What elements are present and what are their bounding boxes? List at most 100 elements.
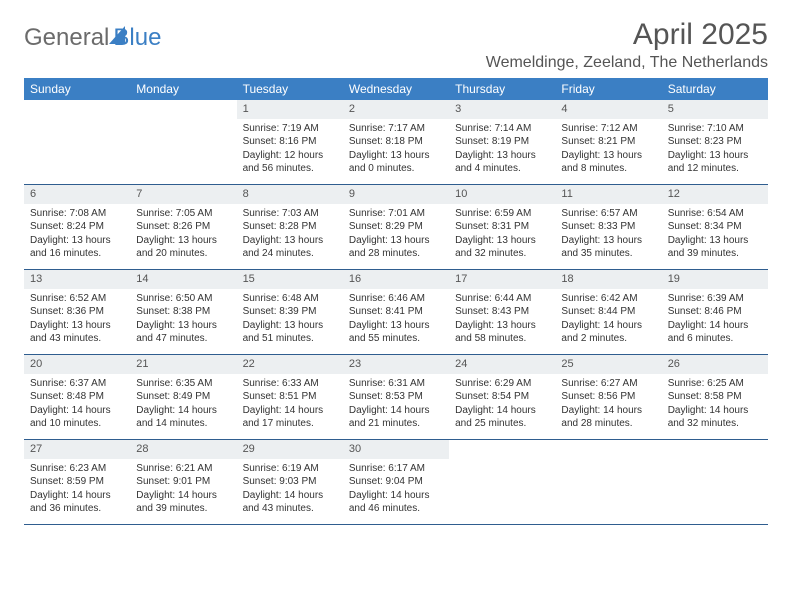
- day-number: 1: [237, 100, 343, 119]
- day-number: 20: [24, 355, 130, 374]
- daylight2-text: and 43 minutes.: [243, 502, 337, 516]
- daylight1-text: Daylight: 14 hours: [136, 489, 230, 503]
- sunset-text: Sunset: 8:41 PM: [349, 305, 443, 319]
- day-body: Sunrise: 6:33 AMSunset: 8:51 PMDaylight:…: [237, 374, 343, 437]
- daylight2-text: and 58 minutes.: [455, 332, 549, 346]
- dow-row: Sunday Monday Tuesday Wednesday Thursday…: [24, 78, 768, 100]
- sunrise-text: Sunrise: 7:08 AM: [30, 207, 124, 221]
- week-row: 6Sunrise: 7:08 AMSunset: 8:24 PMDaylight…: [24, 185, 768, 270]
- daylight1-text: Daylight: 13 hours: [455, 149, 549, 163]
- sunset-text: Sunset: 8:31 PM: [455, 220, 549, 234]
- daylight1-text: Daylight: 13 hours: [349, 234, 443, 248]
- day-body: Sunrise: 6:50 AMSunset: 8:38 PMDaylight:…: [130, 289, 236, 352]
- daylight2-text: and 24 minutes.: [243, 247, 337, 261]
- day-body: Sunrise: 6:48 AMSunset: 8:39 PMDaylight:…: [237, 289, 343, 352]
- day-number: 6: [24, 185, 130, 204]
- day-number: 8: [237, 185, 343, 204]
- daylight1-text: Daylight: 13 hours: [668, 149, 762, 163]
- day-number: 10: [449, 185, 555, 204]
- daylight1-text: Daylight: 13 hours: [243, 319, 337, 333]
- sunrise-text: Sunrise: 6:23 AM: [30, 462, 124, 476]
- sunrise-text: Sunrise: 6:46 AM: [349, 292, 443, 306]
- day-cell: 2Sunrise: 7:17 AMSunset: 8:18 PMDaylight…: [343, 100, 449, 184]
- daylight1-text: Daylight: 13 hours: [455, 319, 549, 333]
- day-body: Sunrise: 7:08 AMSunset: 8:24 PMDaylight:…: [24, 204, 130, 267]
- sunrise-text: Sunrise: 6:42 AM: [561, 292, 655, 306]
- day-number: [555, 440, 661, 444]
- day-cell: 14Sunrise: 6:50 AMSunset: 8:38 PMDayligh…: [130, 270, 236, 354]
- daylight2-text: and 20 minutes.: [136, 247, 230, 261]
- day-cell: 15Sunrise: 6:48 AMSunset: 8:39 PMDayligh…: [237, 270, 343, 354]
- daylight1-text: Daylight: 13 hours: [349, 319, 443, 333]
- day-number: 15: [237, 270, 343, 289]
- sunset-text: Sunset: 8:19 PM: [455, 135, 549, 149]
- daylight1-text: Daylight: 13 hours: [561, 234, 655, 248]
- weeks-container: 1Sunrise: 7:19 AMSunset: 8:16 PMDaylight…: [24, 100, 768, 525]
- day-body: Sunrise: 6:59 AMSunset: 8:31 PMDaylight:…: [449, 204, 555, 267]
- sunrise-text: Sunrise: 7:01 AM: [349, 207, 443, 221]
- sunset-text: Sunset: 8:58 PM: [668, 390, 762, 404]
- dow-wednesday: Wednesday: [343, 78, 449, 100]
- sunrise-text: Sunrise: 6:27 AM: [561, 377, 655, 391]
- daylight2-text: and 25 minutes.: [455, 417, 549, 431]
- day-cell: 10Sunrise: 6:59 AMSunset: 8:31 PMDayligh…: [449, 185, 555, 269]
- sunrise-text: Sunrise: 6:48 AM: [243, 292, 337, 306]
- sunset-text: Sunset: 9:01 PM: [136, 475, 230, 489]
- dow-thursday: Thursday: [449, 78, 555, 100]
- day-cell: 6Sunrise: 7:08 AMSunset: 8:24 PMDaylight…: [24, 185, 130, 269]
- day-cell: 22Sunrise: 6:33 AMSunset: 8:51 PMDayligh…: [237, 355, 343, 439]
- day-cell: 18Sunrise: 6:42 AMSunset: 8:44 PMDayligh…: [555, 270, 661, 354]
- dow-tuesday: Tuesday: [237, 78, 343, 100]
- day-number: 2: [343, 100, 449, 119]
- day-body: Sunrise: 6:25 AMSunset: 8:58 PMDaylight:…: [662, 374, 768, 437]
- sunset-text: Sunset: 8:38 PM: [136, 305, 230, 319]
- day-number: 22: [237, 355, 343, 374]
- day-body: Sunrise: 6:19 AMSunset: 9:03 PMDaylight:…: [237, 459, 343, 522]
- sunset-text: Sunset: 8:34 PM: [668, 220, 762, 234]
- day-number: 13: [24, 270, 130, 289]
- day-body: Sunrise: 6:35 AMSunset: 8:49 PMDaylight:…: [130, 374, 236, 437]
- sunset-text: Sunset: 8:18 PM: [349, 135, 443, 149]
- sunset-text: Sunset: 8:23 PM: [668, 135, 762, 149]
- sunrise-text: Sunrise: 6:17 AM: [349, 462, 443, 476]
- daylight1-text: Daylight: 13 hours: [30, 319, 124, 333]
- day-body: Sunrise: 6:21 AMSunset: 9:01 PMDaylight:…: [130, 459, 236, 522]
- daylight1-text: Daylight: 14 hours: [561, 404, 655, 418]
- day-number: 21: [130, 355, 236, 374]
- day-cell: 25Sunrise: 6:27 AMSunset: 8:56 PMDayligh…: [555, 355, 661, 439]
- day-number: 28: [130, 440, 236, 459]
- daylight1-text: Daylight: 13 hours: [349, 149, 443, 163]
- daylight2-text: and 56 minutes.: [243, 162, 337, 176]
- day-cell: 20Sunrise: 6:37 AMSunset: 8:48 PMDayligh…: [24, 355, 130, 439]
- location-label: Wemeldinge, Zeeland, The Netherlands: [486, 54, 768, 72]
- day-number: [130, 100, 236, 104]
- daylight2-text: and 0 minutes.: [349, 162, 443, 176]
- daylight1-text: Daylight: 14 hours: [668, 319, 762, 333]
- day-body: Sunrise: 6:57 AMSunset: 8:33 PMDaylight:…: [555, 204, 661, 267]
- daylight1-text: Daylight: 14 hours: [136, 404, 230, 418]
- day-number: 26: [662, 355, 768, 374]
- day-body: Sunrise: 7:01 AMSunset: 8:29 PMDaylight:…: [343, 204, 449, 267]
- day-number: [662, 440, 768, 444]
- sunset-text: Sunset: 8:33 PM: [561, 220, 655, 234]
- daylight2-text: and 16 minutes.: [30, 247, 124, 261]
- day-number: 27: [24, 440, 130, 459]
- day-cell: 19Sunrise: 6:39 AMSunset: 8:46 PMDayligh…: [662, 270, 768, 354]
- daylight2-text: and 46 minutes.: [349, 502, 443, 516]
- sunset-text: Sunset: 8:21 PM: [561, 135, 655, 149]
- daylight1-text: Daylight: 13 hours: [561, 149, 655, 163]
- day-body: Sunrise: 6:27 AMSunset: 8:56 PMDaylight:…: [555, 374, 661, 437]
- day-number: 16: [343, 270, 449, 289]
- daylight1-text: Daylight: 14 hours: [30, 489, 124, 503]
- daylight1-text: Daylight: 14 hours: [349, 404, 443, 418]
- day-number: 19: [662, 270, 768, 289]
- day-body: Sunrise: 7:17 AMSunset: 8:18 PMDaylight:…: [343, 119, 449, 182]
- day-cell: 1Sunrise: 7:19 AMSunset: 8:16 PMDaylight…: [237, 100, 343, 184]
- daylight2-text: and 35 minutes.: [561, 247, 655, 261]
- calendar: Sunday Monday Tuesday Wednesday Thursday…: [24, 78, 768, 525]
- header: General Blue April 2025 Wemeldinge, Zeel…: [24, 18, 768, 72]
- day-number: 7: [130, 185, 236, 204]
- month-title: April 2025: [486, 18, 768, 52]
- day-cell: 8Sunrise: 7:03 AMSunset: 8:28 PMDaylight…: [237, 185, 343, 269]
- daylight1-text: Daylight: 13 hours: [136, 234, 230, 248]
